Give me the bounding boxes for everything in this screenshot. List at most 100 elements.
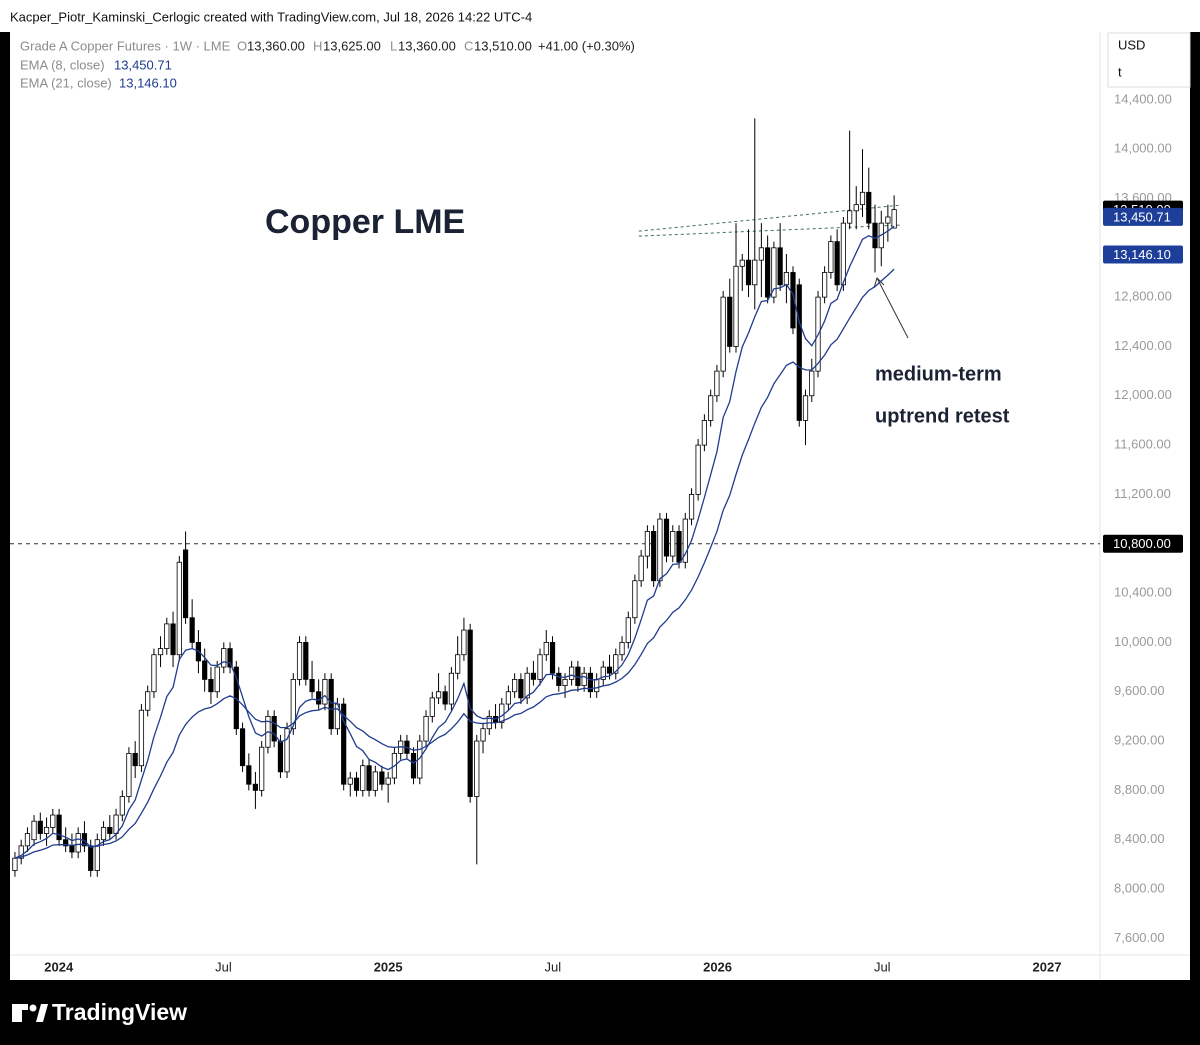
x-tick-label: 2027: [1033, 959, 1062, 974]
y-tick-label: 12,000.00: [1114, 387, 1172, 402]
trendline: [638, 204, 901, 232]
candle-body: [75, 833, 81, 853]
candle-body: [107, 826, 113, 834]
currency-box[interactable]: [1107, 32, 1191, 88]
candle-body: [208, 678, 214, 693]
legend-change: +41.00 (+0.30%): [538, 38, 635, 53]
indicator-value: 13,450.71: [114, 57, 172, 72]
candle-body: [202, 660, 208, 680]
candle-body: [682, 518, 688, 563]
candle-body: [828, 241, 834, 273]
candle-body: [499, 703, 505, 723]
candle-body: [239, 728, 246, 767]
candle-body: [138, 709, 145, 767]
candle-body: [448, 672, 455, 705]
logo-shape: [12, 1004, 22, 1022]
price-badge: [1103, 207, 1183, 226]
candle-body: [12, 857, 18, 871]
candle-body: [429, 697, 435, 717]
header-text: Kacper_Piotr_Kaminski_Cerlogic created w…: [10, 9, 532, 24]
candle-body: [252, 783, 259, 791]
candle-body: [790, 272, 796, 329]
candle-body: [676, 531, 682, 563]
candle-body: [651, 531, 657, 582]
plot: [10, 118, 1100, 877]
candle-body: [189, 617, 195, 643]
candle-body: [56, 814, 62, 841]
brand: TradingView: [52, 999, 187, 1025]
symbol: Grade A Copper Futures · 1W · LME: [20, 38, 231, 53]
candle-body: [670, 531, 676, 557]
candle-body: [771, 247, 777, 298]
candle-body: [834, 241, 840, 286]
candle-body: [587, 672, 594, 693]
candle-body: [644, 531, 650, 557]
legend-key: H: [313, 38, 322, 53]
candle-body: [132, 752, 138, 767]
chart-title: Copper LME: [265, 203, 465, 241]
x-tick-label: 2025: [374, 959, 403, 974]
price-badge-label: 10,800.00: [1113, 536, 1171, 551]
y-tick-label: 12,400.00: [1114, 338, 1172, 353]
y-tick-label: 10,400.00: [1114, 585, 1172, 600]
price-badge: [1103, 245, 1183, 264]
legend-value: 13,625.00: [323, 38, 381, 53]
legend-value: 13,510.00: [474, 38, 532, 53]
x-tick-label: Jul: [545, 959, 562, 974]
candle-body: [379, 771, 385, 785]
unit[interactable]: t: [1118, 64, 1122, 79]
candle-body: [271, 715, 277, 742]
x-tick-label: Jul: [215, 959, 232, 974]
candle-body: [752, 259, 758, 286]
candle-body: [31, 820, 37, 841]
y-tick-label: 7,600.00: [1114, 930, 1165, 945]
candle-body: [303, 642, 309, 680]
candle-body: [606, 666, 613, 674]
legend-key: L: [390, 38, 397, 53]
candle-body: [259, 746, 265, 791]
x-tick-label: 2026: [703, 959, 732, 974]
candle-body: [872, 222, 878, 249]
candle-body: [802, 395, 809, 421]
candle-body: [385, 777, 391, 785]
candle-body: [372, 771, 378, 791]
indicator-value: 13,146.10: [119, 75, 177, 90]
candle-body: [505, 691, 511, 705]
candle-body: [347, 777, 353, 785]
candle-body: [442, 691, 448, 705]
candle-body: [783, 272, 790, 286]
candle-body: [18, 845, 24, 859]
candle-body: [562, 678, 568, 686]
candle-body: [809, 370, 815, 397]
x-tick-label: Jul: [874, 959, 891, 974]
candle-body: [227, 648, 233, 668]
candle-body: [455, 654, 461, 674]
price-badge: [1103, 534, 1183, 553]
y-tick-label: 9,200.00: [1114, 732, 1165, 747]
candle-body: [316, 691, 322, 705]
candle-body: [164, 623, 170, 649]
y-tick-label: 10,000.00: [1114, 634, 1172, 649]
candle-body: [657, 518, 663, 582]
price-badge-label: 13,450.71: [1113, 209, 1171, 224]
candle-body: [777, 247, 783, 286]
candle-body: [739, 259, 745, 267]
indicator-name: EMA (21, close): [20, 75, 112, 90]
candle-body: [88, 845, 94, 871]
annotation: medium-term: [875, 363, 1002, 385]
x-tick-label: 2024: [44, 959, 74, 974]
header-bar: [0, 0, 1200, 32]
candle-body: [435, 691, 442, 699]
candle-body: [537, 654, 543, 680]
candle-body: [214, 666, 220, 693]
candle-body: [410, 752, 417, 779]
currency[interactable]: USD: [1118, 37, 1145, 52]
candle-body: [467, 629, 473, 797]
candle-body: [37, 820, 43, 834]
candle-body: [309, 678, 315, 693]
candle-body: [423, 715, 429, 742]
logo-shape: [12, 1004, 28, 1010]
candle-body: [859, 191, 866, 206]
candle-body: [94, 839, 100, 871]
y-tick-label: 14,400.00: [1114, 91, 1172, 106]
